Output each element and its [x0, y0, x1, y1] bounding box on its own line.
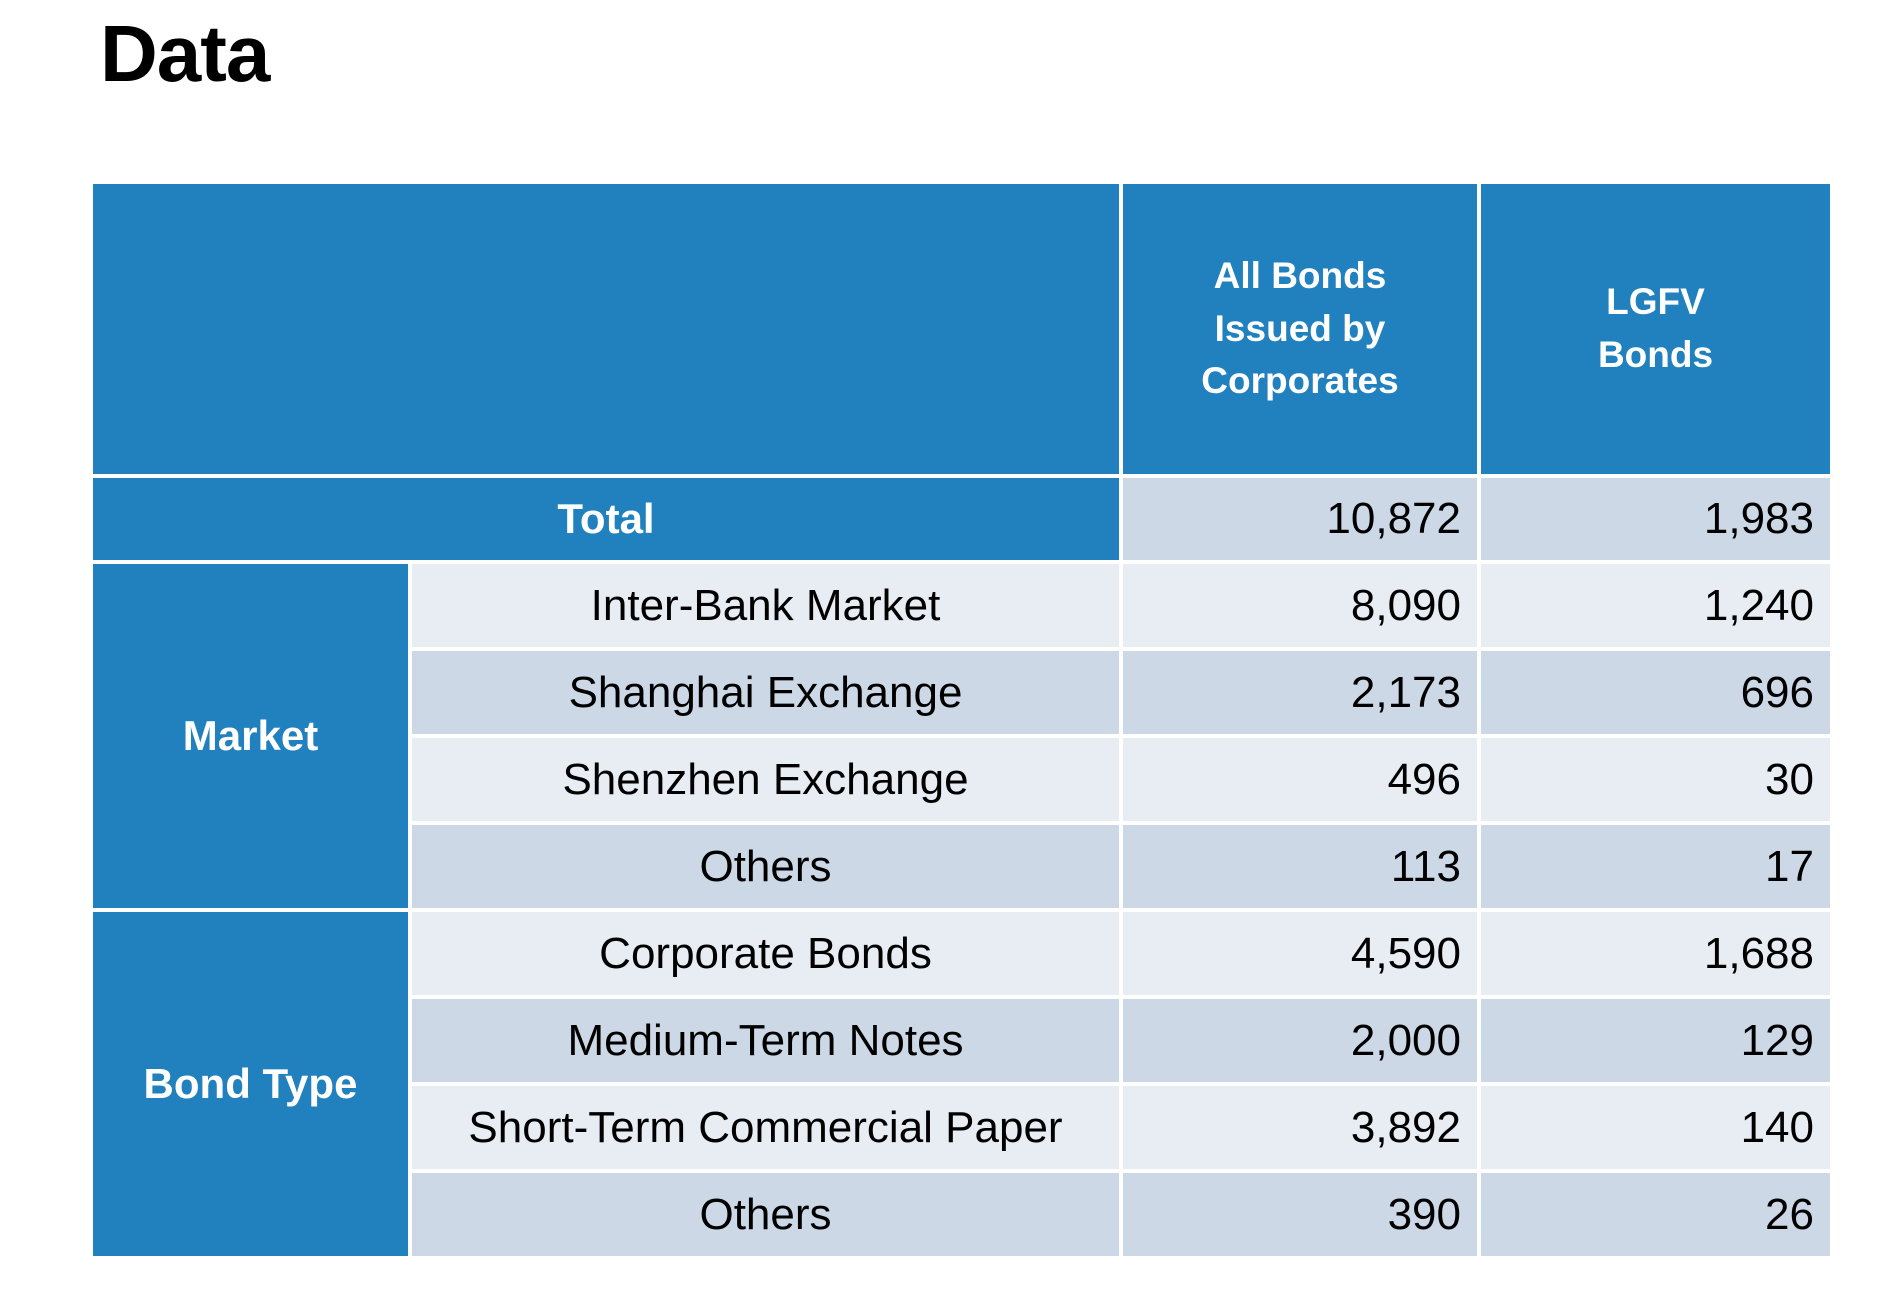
header-cell-lgfv: LGFV Bonds	[1481, 184, 1830, 474]
header-cell-all-bonds: All Bonds Issued by Corporates	[1123, 184, 1477, 474]
market-others-lgfv-value: 17	[1481, 825, 1830, 908]
row-label-bond-type-others: Others	[412, 1173, 1119, 1256]
group-label-bond-type: Bond Type	[93, 912, 408, 1256]
row-label-shenzhen-exchange: Shenzhen Exchange	[412, 738, 1119, 821]
shenzhen-lgfv-value: 30	[1481, 738, 1830, 821]
bonds-data-table: All Bonds Issued by Corporates LGFV Bond…	[93, 184, 1830, 1256]
total-row-label: Total	[93, 478, 1119, 560]
shenzhen-all-bonds-value: 496	[1123, 738, 1477, 821]
short-term-paper-lgfv-value: 140	[1481, 1086, 1830, 1169]
group-label-market: Market	[93, 564, 408, 908]
corporate-bonds-lgfv-value: 1,688	[1481, 912, 1830, 995]
row-label-corporate-bonds: Corporate Bonds	[412, 912, 1119, 995]
bond-type-others-lgfv-value: 26	[1481, 1173, 1830, 1256]
total-lgfv-value: 1,983	[1481, 478, 1830, 560]
header-all-bonds-line-2: Issued by	[1214, 307, 1386, 349]
shanghai-all-bonds-value: 2,173	[1123, 651, 1477, 734]
header-all-bonds-line-1: All Bonds	[1213, 255, 1387, 297]
short-term-paper-all-bonds-value: 3,892	[1123, 1086, 1477, 1169]
bond-type-others-all-bonds-value: 390	[1123, 1173, 1477, 1256]
medium-term-notes-all-bonds-value: 2,000	[1123, 999, 1477, 1082]
inter-bank-all-bonds-value: 8,090	[1123, 564, 1477, 647]
header-corner-cell	[93, 184, 1119, 474]
row-label-short-term-commercial-paper: Short-Term Commercial Paper	[412, 1086, 1119, 1169]
row-label-medium-term-notes: Medium-Term Notes	[412, 999, 1119, 1082]
header-lgfv-line-1: LGFV	[1606, 281, 1705, 323]
corporate-bonds-all-bonds-value: 4,590	[1123, 912, 1477, 995]
row-label-inter-bank-market: Inter-Bank Market	[412, 564, 1119, 647]
shanghai-lgfv-value: 696	[1481, 651, 1830, 734]
medium-term-notes-lgfv-value: 129	[1481, 999, 1830, 1082]
page-title: Data	[100, 9, 270, 98]
header-lgfv-line-2: Bonds	[1597, 334, 1714, 375]
row-label-shanghai-exchange: Shanghai Exchange	[412, 651, 1119, 734]
total-all-bonds-value: 10,872	[1123, 478, 1477, 560]
header-all-bonds-line-3: Corporates	[1201, 360, 1399, 402]
market-others-all-bonds-value: 113	[1123, 825, 1477, 908]
inter-bank-lgfv-value: 1,240	[1481, 564, 1830, 647]
row-label-market-others: Others	[412, 825, 1119, 908]
